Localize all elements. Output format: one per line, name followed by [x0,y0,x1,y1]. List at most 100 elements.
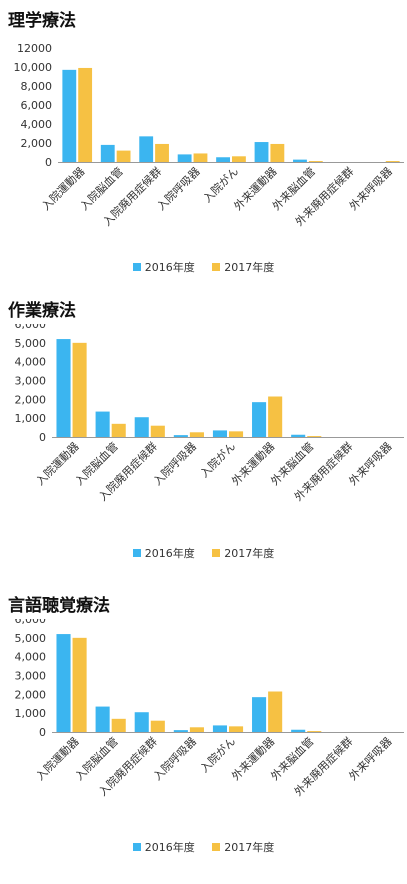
legend-item-2016: 2016年度 [132,545,195,561]
bar-2016 [56,634,71,732]
y-tick-label: 0 [39,431,46,444]
legend-swatch-2016 [132,843,141,851]
y-tick-label: 1,000 [15,412,47,425]
chart-ot: 01,0002,0003,0004,0005,0006,000入院運動器入院脳血… [15,324,404,504]
legend-item-2016: 2016年度 [132,839,195,855]
bar-2017 [72,637,87,732]
bar-2016 [216,157,230,162]
bar-2016 [95,706,110,732]
bar-2016 [173,730,188,732]
bar-2016 [134,417,149,437]
bar-2017 [385,161,400,162]
y-tick-label: 4,000 [21,118,53,131]
y-tick-label: 0 [39,726,46,739]
bar-2017 [111,718,126,732]
bar-2017 [150,425,165,437]
y-tick-label: 6,000 [15,324,47,331]
y-tick-label: 2,000 [21,137,53,150]
legend-item-2016: 2016年度 [132,259,195,275]
bar-2016 [173,435,188,437]
bar-2017 [189,432,204,437]
chart-legend: 2016年度 2017年度 [0,259,407,275]
category-label: 外来呼吸器 [346,735,394,783]
bar-2017 [268,691,283,732]
chart-section-st: 言語聴覚療法 0 1,000 2,000 3,000 4,000 5,000 6,000 入院… [0,585,407,884]
bar-2016 [291,729,306,732]
legend-swatch-2017 [212,549,221,557]
legend-item-2017: 2017年度 [212,545,274,561]
category-label: 入院呼吸器 [150,734,199,783]
chart-st: 01,0002,0003,0004,0005,0006,000入院運動器入院脳血… [15,619,404,799]
legend-item-2017: 2017年度 [212,259,274,275]
y-tick-label: 5,000 [15,632,47,645]
bar-2017 [307,436,322,437]
legend-item-2017: 2017年度 [212,839,274,855]
bar-2017 [72,342,87,437]
legend-swatch-2016 [132,263,141,271]
bar-2016 [139,136,154,162]
bar-2016 [100,144,115,162]
bar-2016 [212,430,227,437]
y-tick-label: 3,000 [15,375,47,388]
bar-2017 [78,67,93,162]
bar-2017 [193,153,208,162]
y-tick-label: 1,000 [15,707,47,720]
bar-2017 [268,396,283,437]
category-label: 入院がん [197,439,238,480]
category-label: 入院がん [197,734,238,775]
y-tick-label: 2,000 [15,393,47,406]
chart-title: 作業療法 [8,301,76,321]
bar-2016 [212,725,227,732]
bar-2016 [177,154,192,162]
y-tick-label: 4,000 [15,356,47,369]
bar-2017 [307,731,322,732]
bar-2016 [252,402,267,437]
chart-title: 理学療法 [8,11,76,31]
legend-label-2017: 2017年度 [224,547,275,560]
bar-2016 [62,69,77,162]
bar-2016 [254,142,269,162]
chart-legend: 2016年度 2017年度 [0,839,407,855]
y-tick-label: 4,000 [15,651,47,664]
bar-2016 [95,411,110,437]
bar-2017 [189,727,204,732]
bar-2016 [56,339,71,437]
y-tick-label: 5,000 [15,337,47,350]
y-tick-label: 2,000 [15,688,47,701]
y-tick-label: 8,000 [21,80,53,93]
y-tick-label: 6,000 [15,619,47,626]
y-tick-label: 10,000 [14,61,53,74]
chart-section-pt: 理学療法 0 2,000 4,000 6,000 8,000 10,000 12000 入院運… [0,0,407,290]
category-label: 入院呼吸器 [150,439,199,488]
chart-pt: 02,0004,0006,0008,00010,00012000入院運動器入院脳… [14,42,404,229]
y-tick-label: 6,000 [21,99,53,112]
bar-2016 [252,697,267,732]
chart-section-ot: 作業療法 0 1,000 2,000 3,000 4,000 5,000 6,000 入院運動… [0,290,407,585]
bar-2017 [229,431,244,437]
chart-title: 言語聴覚療法 [8,596,110,616]
bar-2017 [111,423,126,437]
bar-2016 [134,712,149,732]
legend-swatch-2017 [212,843,221,851]
legend-label-2017: 2017年度 [224,841,275,854]
bar-2016 [293,159,307,162]
legend-label-2016: 2016年度 [144,547,195,560]
bar-2016 [291,434,306,437]
legend-swatch-2017 [212,263,221,271]
bar-2017 [308,161,323,162]
legend-swatch-2016 [132,549,141,557]
bar-2017 [232,156,246,162]
bar-2017 [229,726,244,732]
bar-2017 [155,143,169,162]
category-label: 外来呼吸器 [346,440,394,488]
legend-label-2016: 2016年度 [144,261,195,274]
bar-2017 [150,720,165,732]
y-tick-label: 3,000 [15,670,47,683]
chart-legend: 2016年度 2017年度 [0,545,407,561]
y-tick-label: 0 [45,156,52,169]
legend-label-2016: 2016年度 [144,841,195,854]
legend-label-2017: 2017年度 [224,261,275,274]
y-tick-label: 12000 [17,42,52,55]
bar-2017 [270,143,285,162]
bar-2017 [116,150,131,162]
